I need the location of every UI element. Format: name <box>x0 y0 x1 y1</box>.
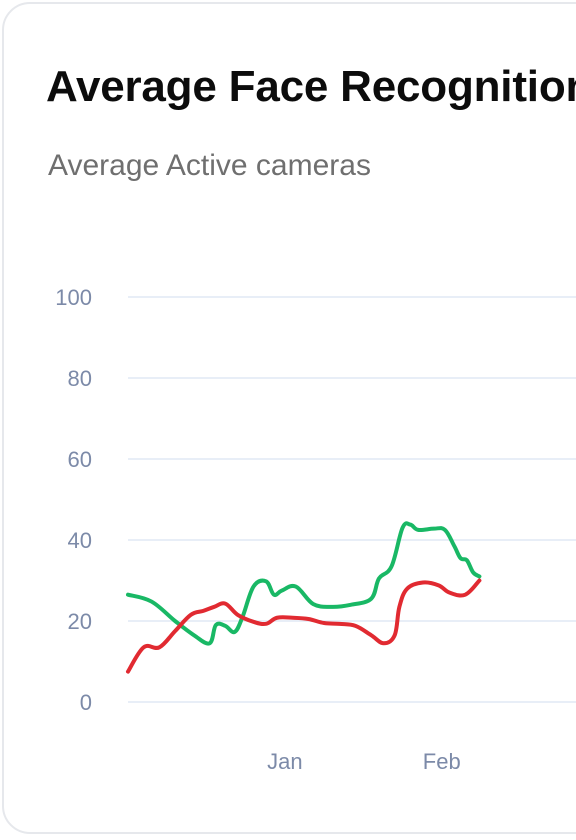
x-tick-label: Feb <box>423 749 461 774</box>
y-tick-label: 80 <box>68 366 92 391</box>
y-tick-label: 40 <box>68 528 92 553</box>
chart-title: Average Face Recognition <box>46 62 576 111</box>
series-line-0 <box>126 521 482 646</box>
x-tick-label: Jan <box>267 749 302 774</box>
series-line-1 <box>126 578 482 674</box>
y-tick-label: 60 <box>68 447 92 472</box>
y-tick-label: 100 <box>55 285 92 310</box>
chart-subtitle: Average Active cameras <box>48 149 371 182</box>
y-tick-label: 0 <box>80 690 92 715</box>
y-tick-label: 20 <box>68 609 92 634</box>
